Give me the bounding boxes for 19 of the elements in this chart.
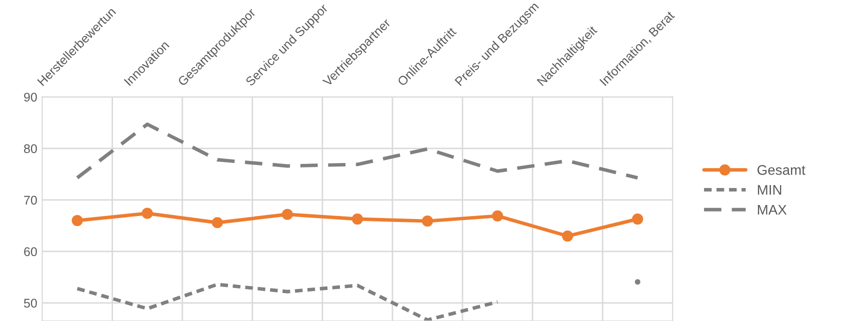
y-tick-label: 60 (24, 247, 37, 256)
legend-label: MAX (758, 204, 787, 215)
point (212, 217, 223, 228)
point (422, 216, 434, 227)
y-tick-label: 90 (24, 92, 37, 102)
point (492, 210, 504, 222)
y-tick-label: 70 (24, 196, 37, 205)
point (282, 208, 293, 220)
y-tick-label: 50 (24, 298, 37, 308)
point (634, 279, 640, 285)
point (142, 208, 153, 219)
point (632, 213, 644, 225)
line-series (76, 122, 640, 180)
legend-label: MIN (758, 185, 782, 195)
y-tick-label: 80 (24, 144, 37, 154)
legend-label: Gesamt (758, 165, 806, 175)
point (562, 230, 574, 242)
point (72, 215, 83, 226)
point (352, 213, 363, 225)
